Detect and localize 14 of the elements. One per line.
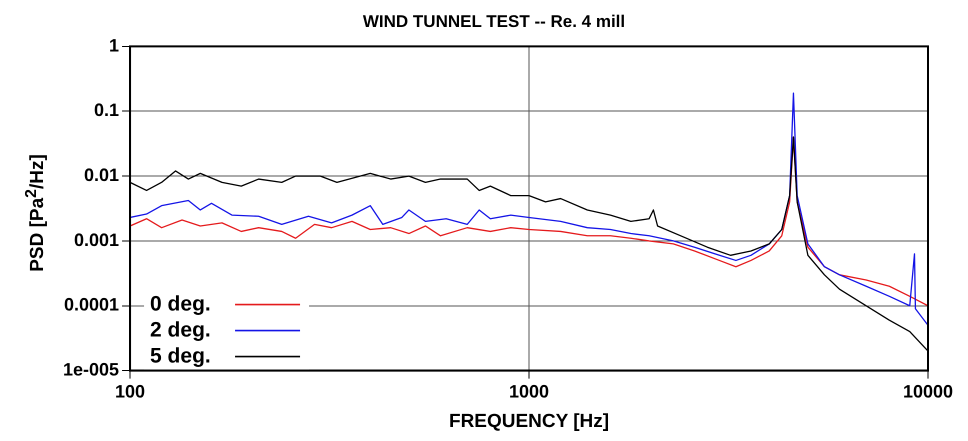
legend-label: 2 deg.: [150, 318, 211, 342]
x-tick-label: 1000: [509, 381, 550, 402]
y-tick-label: 0.01: [84, 165, 120, 186]
y-tick-label: 1e-005: [62, 360, 120, 380]
y-tick-label: 0.1: [94, 100, 120, 120]
legend-label: 0 deg.: [150, 292, 211, 316]
x-axis-title: FREQUENCY [Hz]: [448, 410, 610, 432]
legend-label: 5 deg.: [150, 344, 211, 368]
y-tick-label: 0.001: [74, 230, 120, 250]
chart-title: WIND TUNNEL TEST -- Re. 4 mill: [362, 12, 626, 31]
y-tick-label: 1: [109, 35, 120, 56]
y-tick-label: 0.0001: [64, 294, 120, 315]
x-tick-label: 100: [115, 381, 146, 402]
x-tick-label: 10000: [902, 381, 954, 402]
